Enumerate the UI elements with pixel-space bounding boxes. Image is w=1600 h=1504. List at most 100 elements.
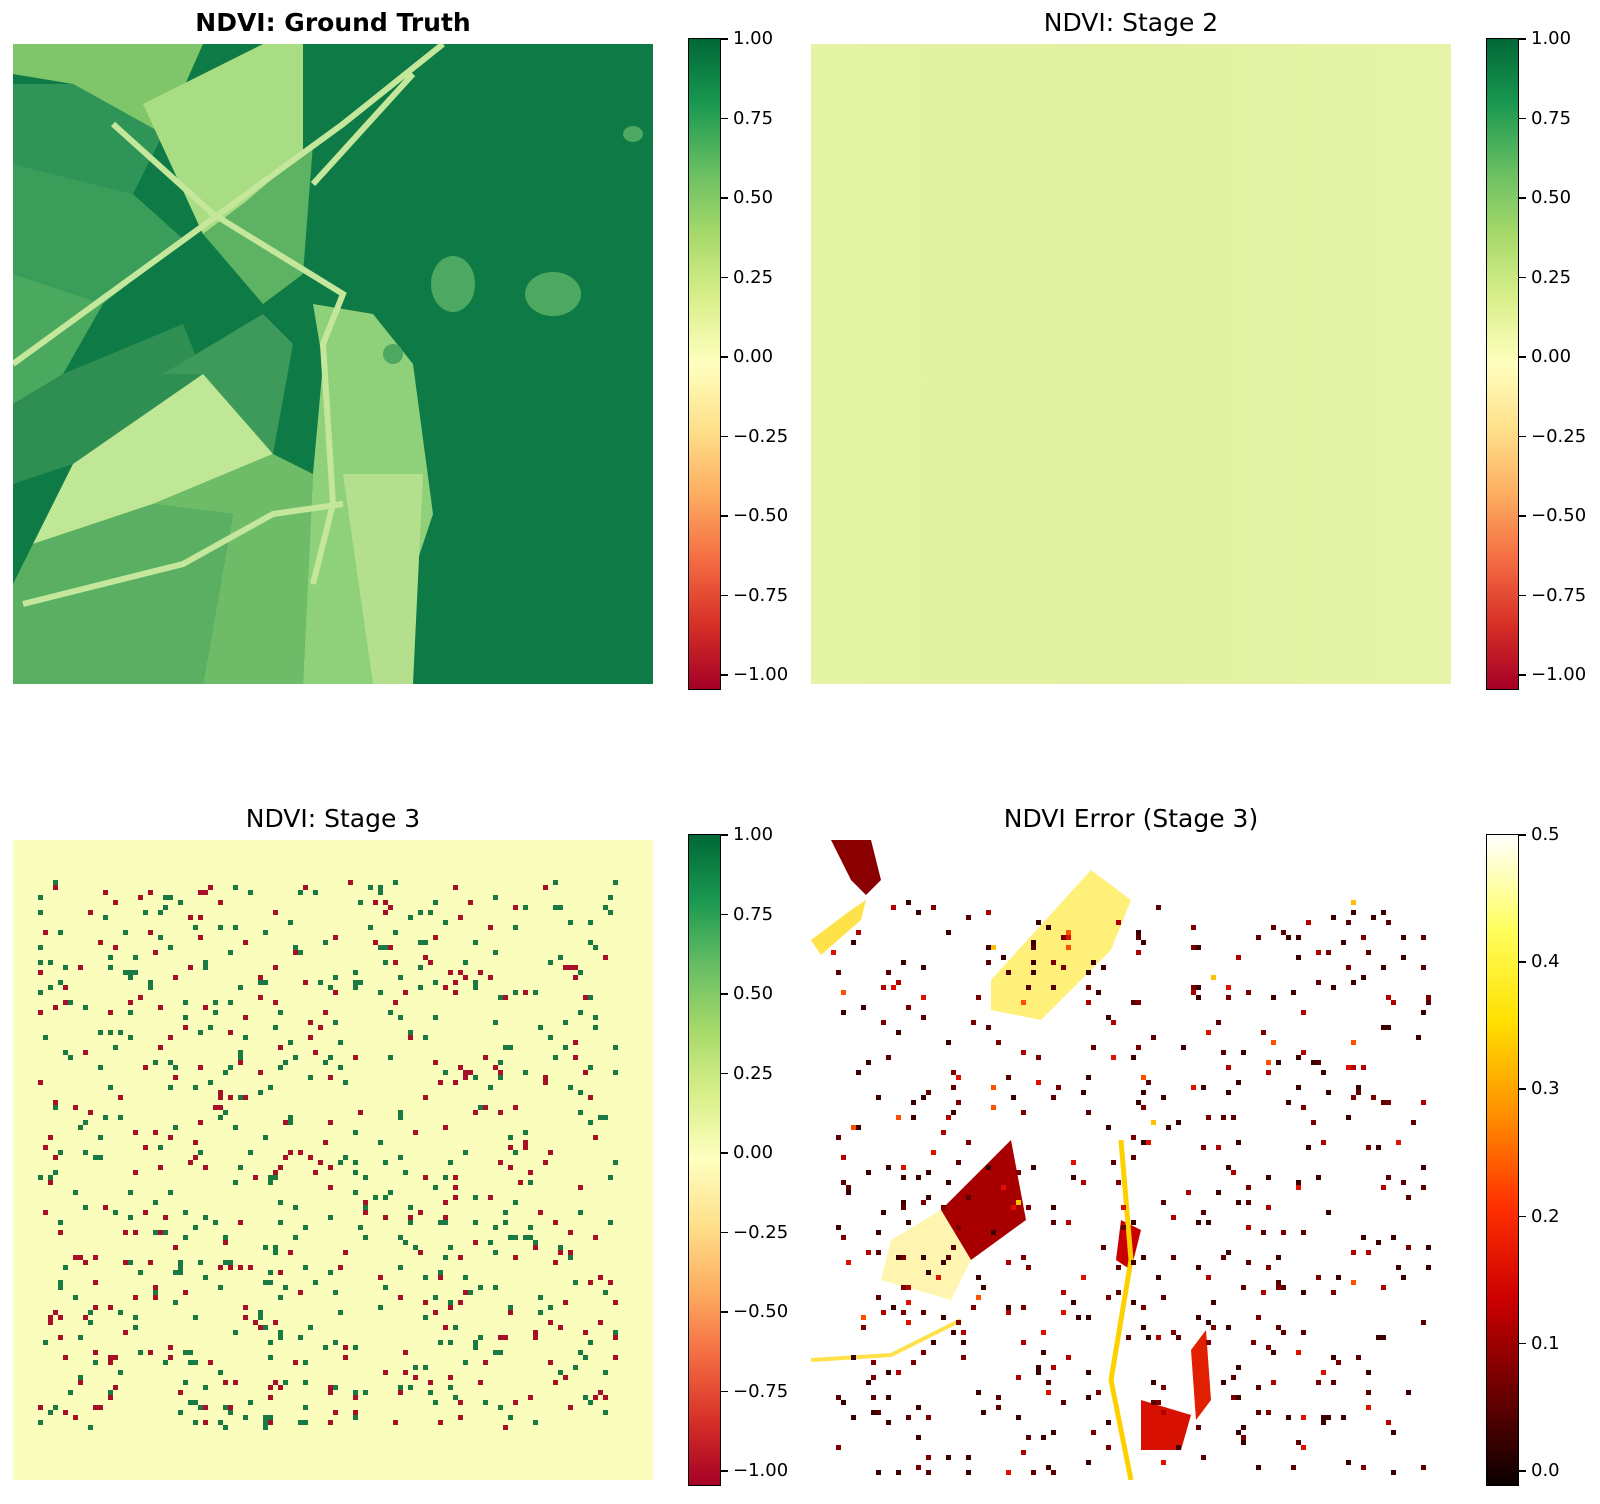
ndvi-pixel bbox=[218, 1115, 223, 1120]
ndvi-pixel bbox=[83, 1260, 88, 1265]
ndvi-pixel bbox=[148, 985, 153, 990]
ndvi-pixel bbox=[488, 1195, 493, 1200]
ndvi-pixel bbox=[268, 1340, 273, 1345]
error-pixel bbox=[1086, 1110, 1091, 1115]
ndvi-pixel bbox=[558, 1370, 563, 1375]
ndvi-pixel bbox=[108, 1390, 113, 1395]
error-pixel bbox=[1031, 1470, 1036, 1475]
ndvi-pixel bbox=[523, 1130, 528, 1135]
ndvi-pixel bbox=[98, 1065, 103, 1070]
error-pixel bbox=[901, 1285, 906, 1290]
error-pixel bbox=[841, 1235, 846, 1240]
ndvi-pixel bbox=[128, 1215, 133, 1220]
ndvi-pixel bbox=[478, 1105, 483, 1110]
ndvi-pixel bbox=[38, 1010, 43, 1015]
ndvi-pixel bbox=[383, 1215, 388, 1220]
error-pixel bbox=[1231, 1375, 1236, 1380]
error-pixel bbox=[951, 1085, 956, 1090]
colorbar-tick-label: 0.75 bbox=[1531, 107, 1572, 129]
error-pixel bbox=[941, 1205, 946, 1210]
error-pixel bbox=[901, 1175, 906, 1180]
ndvi-pixel bbox=[308, 1325, 313, 1330]
error-pixel bbox=[1116, 920, 1121, 925]
error-pixel bbox=[1241, 1425, 1246, 1430]
error-pixel bbox=[1191, 990, 1196, 995]
ndvi-pixel bbox=[538, 1310, 543, 1315]
error-pixel bbox=[1121, 1205, 1126, 1210]
error-pixel bbox=[946, 1040, 951, 1045]
ndvi-pixel bbox=[263, 1420, 268, 1425]
ndvi-pixel bbox=[443, 1175, 448, 1180]
ndvi-pixel bbox=[338, 1265, 343, 1270]
error-pixel bbox=[1106, 1295, 1111, 1300]
ndvi-pixel bbox=[578, 1110, 583, 1115]
error-pixel bbox=[1086, 1395, 1091, 1400]
ndvi-pixel bbox=[398, 1390, 403, 1395]
ndvi-pixel bbox=[118, 1030, 123, 1035]
error-pixel bbox=[1196, 1220, 1201, 1225]
ndvi-pixel bbox=[553, 1055, 558, 1060]
ndvi-pixel bbox=[148, 980, 153, 985]
ndvi-pixel bbox=[438, 1080, 443, 1085]
ndvi-pixel bbox=[448, 1385, 453, 1390]
ndvi-pixel bbox=[463, 1275, 468, 1280]
ndvi-pixel bbox=[278, 1330, 283, 1335]
ndvi-pixel bbox=[83, 1005, 88, 1010]
ndvi-pixel bbox=[508, 1415, 513, 1420]
ndvi-pixel bbox=[443, 1215, 448, 1220]
ndvi-pixel bbox=[228, 1405, 233, 1410]
ndvi-pixel bbox=[188, 1360, 193, 1365]
error-pixel bbox=[1006, 1260, 1011, 1265]
ndvi-pixel bbox=[558, 1250, 563, 1255]
ndvi-pixel bbox=[453, 1195, 458, 1200]
error-pixel bbox=[986, 960, 991, 965]
ndvi-pixel bbox=[443, 1325, 448, 1330]
ndvi-pixel bbox=[448, 1160, 453, 1165]
ndvi-pixel bbox=[583, 1395, 588, 1400]
ndvi-pixel bbox=[93, 1255, 98, 1260]
error-pixel bbox=[1111, 1020, 1116, 1025]
ndvi-pixel bbox=[323, 1060, 328, 1065]
ndvi-pixel bbox=[133, 970, 138, 975]
error-pixel bbox=[921, 1200, 926, 1205]
ndvi-pixel bbox=[268, 1355, 273, 1360]
error-pixel bbox=[866, 1380, 871, 1385]
ndvi-pixel bbox=[608, 895, 613, 900]
error-pixel bbox=[1191, 945, 1196, 950]
error-pixel bbox=[906, 1300, 911, 1305]
ndvi-pixel bbox=[523, 1235, 528, 1240]
ndvi-pixel bbox=[428, 910, 433, 915]
ndvi-pixel bbox=[173, 1125, 178, 1130]
ndvi-pixel bbox=[168, 1190, 173, 1195]
error-pixel bbox=[1421, 1100, 1426, 1105]
error-pixel bbox=[1301, 1010, 1306, 1015]
error-pixel bbox=[1286, 1415, 1291, 1420]
ndvi-pixel bbox=[143, 1065, 148, 1070]
error-pixel bbox=[1366, 1145, 1371, 1150]
ndvi-pixel bbox=[553, 905, 558, 910]
ndvi-pixel bbox=[153, 1200, 158, 1205]
error-pixel bbox=[1131, 1000, 1136, 1005]
ndvi-pixel bbox=[223, 1380, 228, 1385]
error-pixel bbox=[1316, 950, 1321, 955]
ndvi-pixel bbox=[323, 1140, 328, 1145]
error-pixel bbox=[911, 1100, 916, 1105]
ndvi-pixel bbox=[138, 995, 143, 1000]
ndvi-pixel bbox=[498, 1335, 503, 1340]
error-pixel bbox=[1331, 915, 1336, 920]
error-pixel bbox=[1066, 1355, 1071, 1360]
ndvi-pixel bbox=[373, 1195, 378, 1200]
error-pixel bbox=[1256, 1385, 1261, 1390]
error-pixel bbox=[1156, 905, 1161, 910]
error-pixel bbox=[836, 1395, 841, 1400]
ndvi-pixel bbox=[193, 1085, 198, 1090]
error-pixel bbox=[1076, 1315, 1081, 1320]
error-pixel bbox=[1091, 960, 1096, 965]
ndvi-pixel bbox=[168, 1035, 173, 1040]
ndvi-pixel bbox=[153, 1060, 158, 1065]
ndvi-pixel bbox=[428, 1390, 433, 1395]
ndvi-pixel bbox=[533, 1420, 538, 1425]
ndvi-pixel bbox=[363, 1200, 368, 1205]
ndvi-pixel bbox=[48, 985, 53, 990]
error-pixel bbox=[1036, 1055, 1041, 1060]
